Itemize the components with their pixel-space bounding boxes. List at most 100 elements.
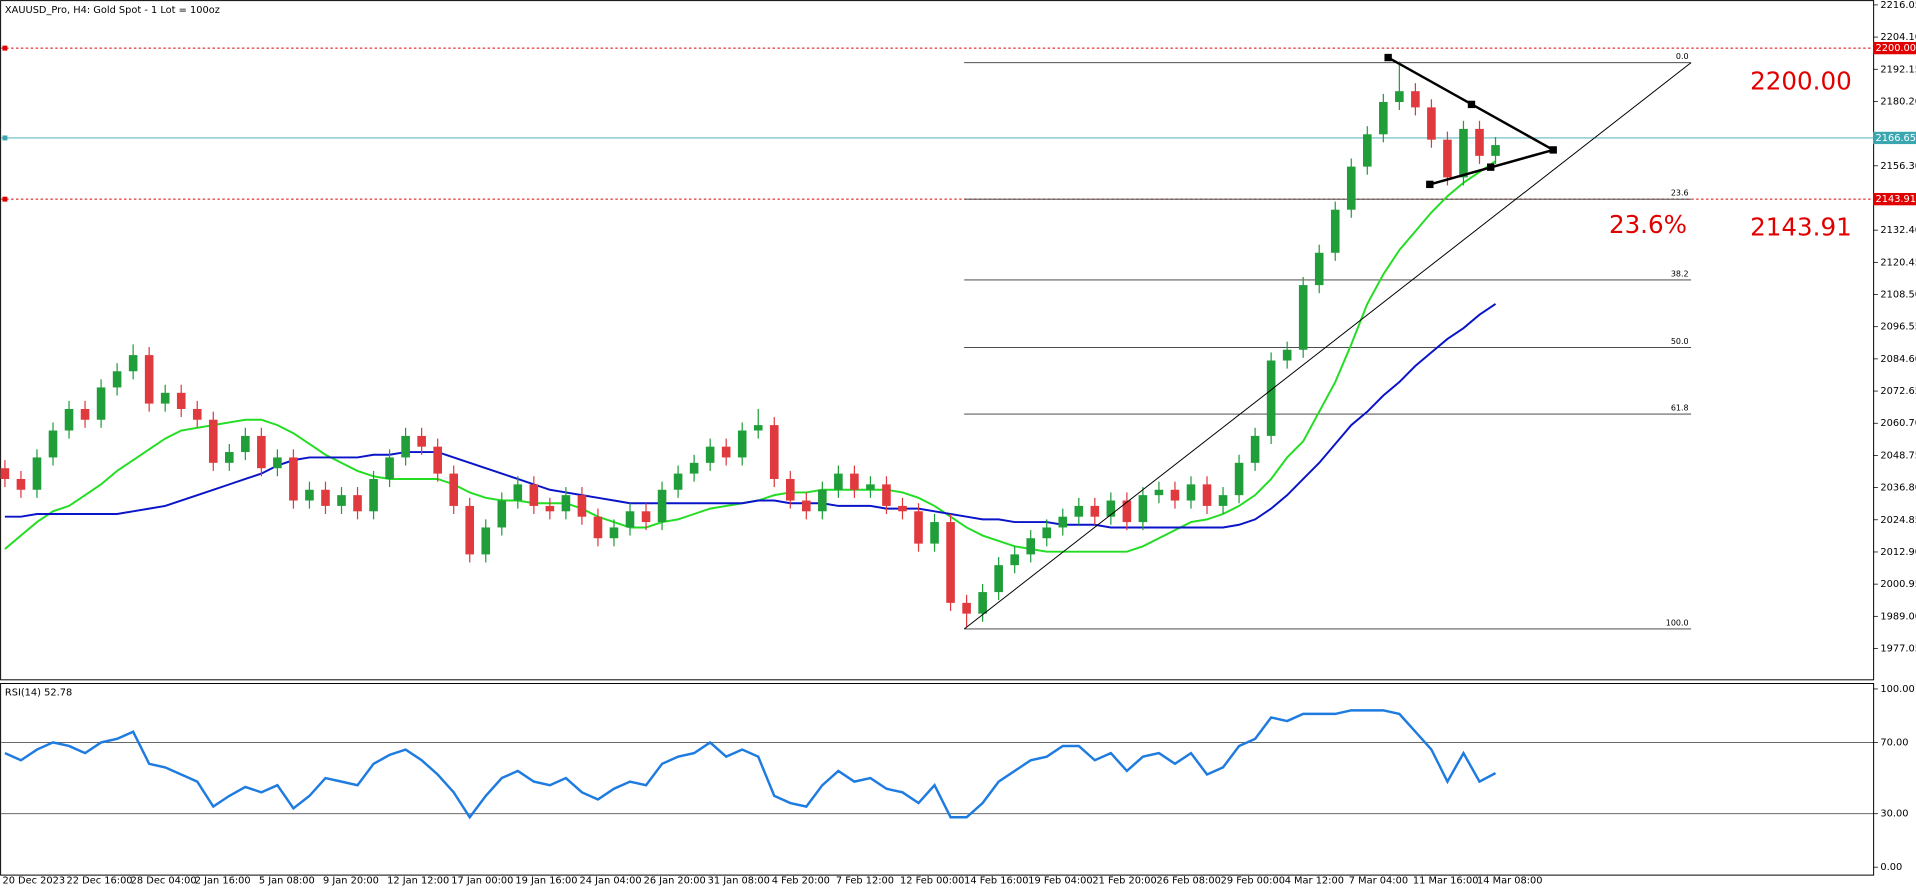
- candle-body: [273, 457, 282, 469]
- moving-average: [4, 303, 1497, 529]
- x-tick-label: 19 Feb 04:00: [1028, 876, 1092, 887]
- y-tick-label: 2036.80: [1880, 483, 1916, 494]
- candle-body: [64, 408, 74, 431]
- x-tick-label: 7 Mar 04:00: [1349, 876, 1408, 887]
- candle-body: [1122, 500, 1132, 523]
- candle-body: [1170, 489, 1180, 501]
- candle-body: [1443, 139, 1452, 178]
- y-tick-label: 2072.65: [1880, 386, 1916, 397]
- price-line-tag: [2, 45, 8, 51]
- candle-body: [1459, 128, 1468, 178]
- y-tick-label: 2084.60: [1880, 354, 1916, 365]
- candle-body: [769, 425, 779, 479]
- y-tick-label: 2204.10: [1880, 32, 1916, 43]
- candle-body: [978, 592, 987, 614]
- candle-body: [641, 511, 651, 523]
- price-line-tag: [2, 196, 8, 202]
- candle-body: [1491, 145, 1500, 156]
- anchor-point: [1549, 146, 1557, 154]
- x-tick-label: 7 Feb 12:00: [836, 876, 894, 887]
- candle-body: [337, 495, 346, 506]
- x-tick-label: 31 Jan 08:00: [708, 876, 770, 887]
- annotation: 2200.00: [1750, 66, 1852, 95]
- candle-body: [705, 446, 715, 463]
- candle-body: [144, 355, 154, 404]
- y-tick-label: 2132.40: [1880, 225, 1916, 236]
- candle-body: [1427, 107, 1436, 140]
- candle-body: [1346, 166, 1356, 210]
- candle-body: [353, 495, 362, 512]
- rsi-tick-label: 70.00: [1880, 737, 1908, 748]
- candle-body: [1282, 349, 1292, 361]
- candle-body: [192, 408, 202, 420]
- rsi-tick-label: 30.00: [1880, 809, 1908, 820]
- candle-body: [609, 527, 619, 539]
- anchor-point: [1467, 100, 1476, 109]
- candle-body: [625, 511, 635, 528]
- candle-body: [305, 489, 314, 501]
- y-tick-label: 2180.20: [1880, 96, 1916, 107]
- candle-body: [1090, 505, 1100, 517]
- candle-body: [657, 489, 667, 523]
- candle-body: [898, 505, 907, 512]
- x-tick-label: 19 Jan 16:00: [515, 876, 577, 887]
- candle-body: [882, 484, 891, 506]
- candle-body: [1058, 516, 1068, 528]
- x-tick-label: 26 Feb 08:00: [1156, 876, 1220, 887]
- candle-body: [80, 408, 90, 420]
- x-tick-label: 11 Mar 16:00: [1413, 876, 1479, 887]
- candle-body: [1010, 554, 1019, 566]
- candle-body: [529, 484, 539, 506]
- y-tick-label: 2120.45: [1880, 257, 1916, 268]
- candle-body: [962, 602, 971, 614]
- candle-body: [914, 511, 923, 544]
- rsi-line: [4, 709, 1497, 820]
- fib-label: 38.2: [1671, 269, 1689, 278]
- anchor-point: [1384, 53, 1392, 62]
- candle-body: [1234, 462, 1244, 496]
- y-tick-label: 2012.90: [1880, 547, 1916, 558]
- candle-body: [802, 500, 811, 512]
- candle-body: [1138, 495, 1148, 523]
- candle-body: [112, 371, 122, 388]
- price-label: 2166.65: [1875, 133, 1916, 144]
- annotation: 23.6%: [1609, 210, 1687, 239]
- x-tick-label: 12 Feb 00:00: [900, 876, 964, 887]
- candle-body: [1026, 538, 1036, 555]
- candle-body: [369, 478, 378, 512]
- candle-body: [593, 516, 603, 539]
- y-tick-label: 2024.85: [1880, 515, 1916, 526]
- candle-body: [834, 473, 843, 490]
- candle-body: [1154, 489, 1164, 496]
- price-label-box: [1873, 193, 1916, 206]
- candle-body: [497, 500, 507, 528]
- rsi-label: RSI(14) 52.78: [5, 688, 72, 699]
- fib-label: 0.0: [1676, 52, 1689, 61]
- fib-label: 50.0: [1671, 337, 1689, 346]
- price-panel: [0, 0, 1875, 681]
- candle-body: [545, 505, 555, 512]
- y-tick-label: 2192.15: [1880, 64, 1916, 75]
- x-tick-label: 28 Dec 04:00: [131, 876, 197, 887]
- y-tick-label: 2000.95: [1880, 579, 1916, 590]
- x-tick-label: 14 Mar 08:00: [1477, 876, 1543, 887]
- x-tick-label: 22 Dec 16:00: [67, 876, 133, 887]
- x-tick-label: 21 Feb 20:00: [1092, 876, 1156, 887]
- candle-body: [96, 387, 106, 420]
- price-line-tag: [2, 135, 8, 141]
- candle-body: [128, 355, 138, 372]
- x-tick-label: 14 Feb 16:00: [964, 876, 1028, 887]
- candle-body: [994, 565, 1003, 593]
- candle-body: [1411, 91, 1420, 108]
- price-label: 2143.91: [1875, 194, 1916, 205]
- candle-body: [673, 473, 683, 490]
- anchor-point: [1487, 163, 1495, 171]
- x-tick-label: 2 Jan 16:00: [195, 876, 251, 887]
- candle-body: [257, 435, 266, 469]
- x-tick-label: 20 Dec 2023: [2, 876, 65, 887]
- candle-body: [160, 392, 170, 404]
- candle-body: [48, 430, 58, 458]
- anchor-point: [1426, 180, 1434, 189]
